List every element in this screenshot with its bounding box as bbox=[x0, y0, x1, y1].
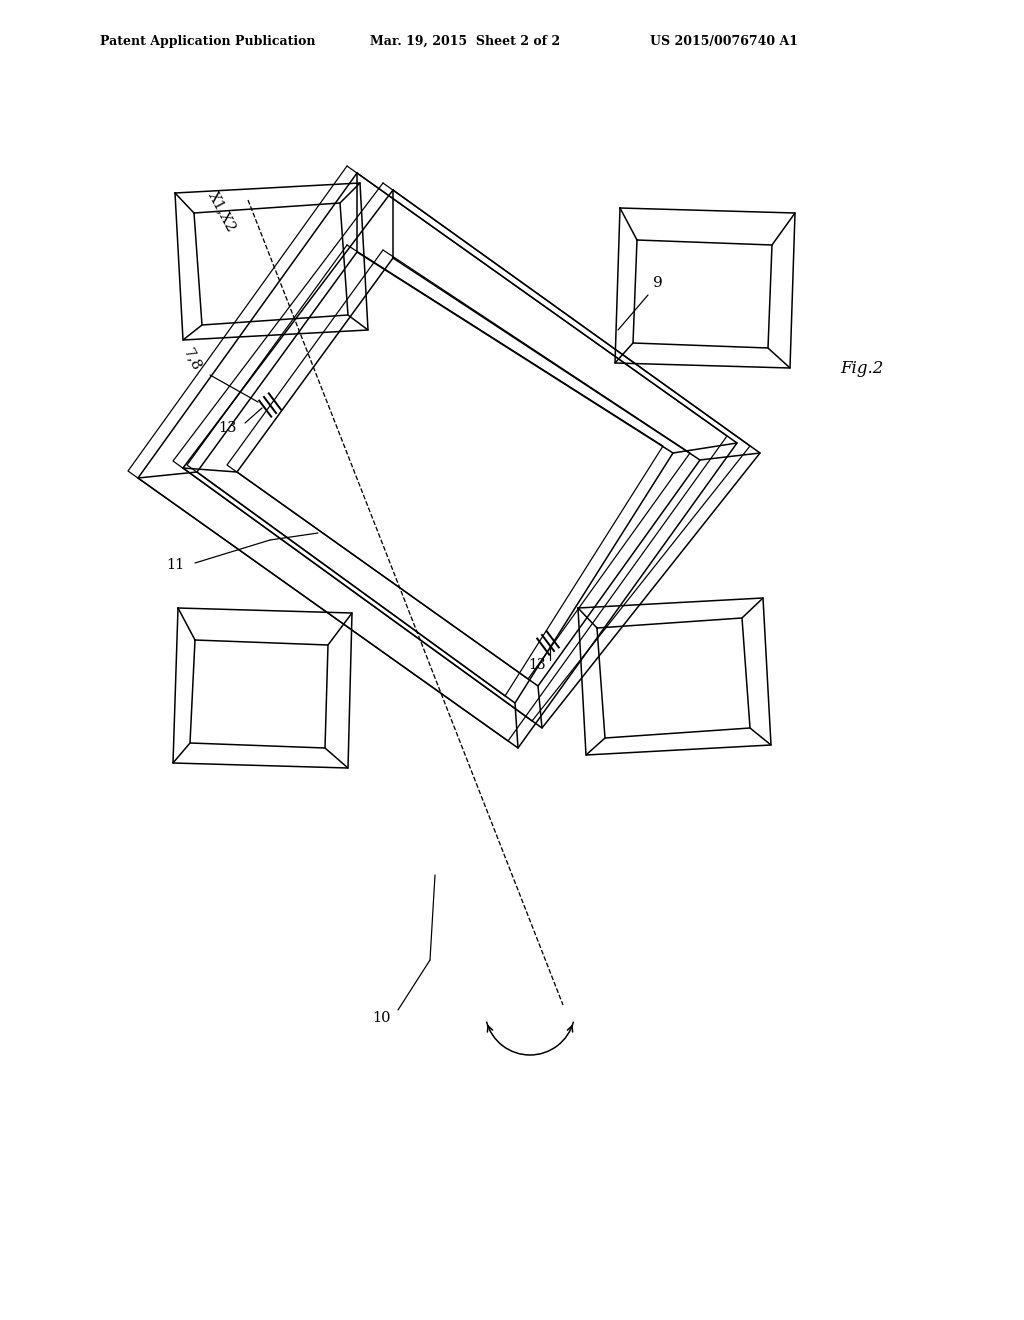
Text: US 2015/0076740 A1: US 2015/0076740 A1 bbox=[650, 36, 798, 48]
Text: 13: 13 bbox=[528, 657, 546, 672]
Text: 11: 11 bbox=[166, 558, 184, 572]
Text: Patent Application Publication: Patent Application Publication bbox=[100, 36, 315, 48]
Text: 10: 10 bbox=[373, 1011, 391, 1026]
Text: Fig.2: Fig.2 bbox=[840, 360, 884, 378]
Text: 7,8: 7,8 bbox=[180, 346, 204, 374]
Text: X1,X2: X1,X2 bbox=[206, 189, 239, 235]
Text: 9: 9 bbox=[653, 276, 663, 290]
Text: 13: 13 bbox=[219, 421, 238, 436]
Text: Mar. 19, 2015  Sheet 2 of 2: Mar. 19, 2015 Sheet 2 of 2 bbox=[370, 36, 560, 48]
